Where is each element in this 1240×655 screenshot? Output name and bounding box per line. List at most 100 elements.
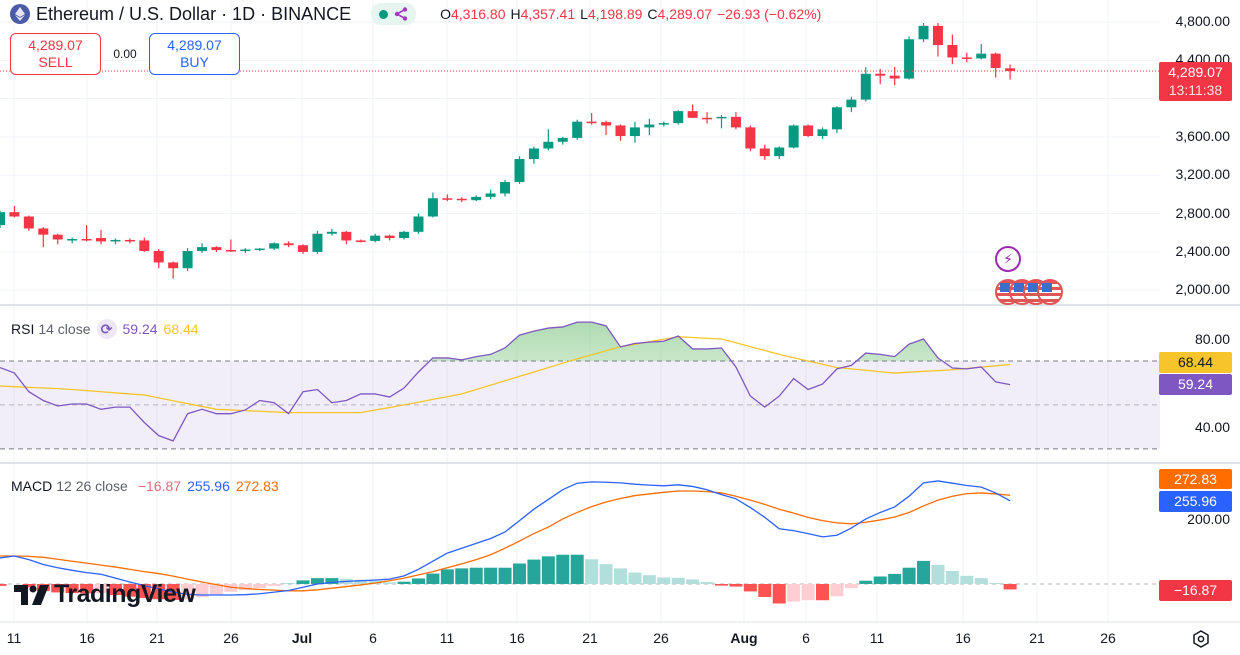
macd-line-value: 255.96 [187, 478, 230, 494]
candle-body [947, 45, 958, 58]
macd-histogram-bar [65, 583, 79, 594]
candle-body [918, 25, 929, 40]
rsi-overbought-fill [0, 322, 1011, 361]
candle-body [283, 243, 294, 246]
time-axis-label: Aug [730, 630, 758, 646]
candle-body [312, 233, 323, 252]
macd-histogram-bar [902, 567, 916, 584]
rsi-legend: RSI 14 close ⟳ 59.24 68.44 [11, 319, 199, 339]
time-axis-label: 11 [869, 630, 885, 646]
rsi-value: 59.24 [122, 321, 158, 337]
macd-histogram-bar [440, 569, 454, 584]
macd-histogram-bar [585, 559, 599, 584]
sell-button[interactable]: 4,289.07 SELL [10, 33, 101, 75]
buy-price: 4,289.07 [167, 37, 222, 53]
price-axis-label: 2,000.00 [1175, 281, 1231, 297]
candle-body [629, 127, 640, 137]
bar-countdown: 13:11:38 [1168, 82, 1223, 98]
candle-body [298, 245, 309, 252]
time-axis-label: 26 [653, 630, 669, 646]
macd-signal-value: 272.83 [235, 478, 279, 494]
candle-body [904, 39, 915, 79]
macd-histogram-bar [570, 554, 584, 584]
candle-body [831, 107, 842, 130]
candle-body [557, 137, 568, 142]
time-axis-label: 16 [509, 630, 525, 646]
ohlc-values: O4,316.80 H4,357.41 L4,198.89 C4,289.07 … [440, 6, 821, 22]
candle-body [644, 124, 655, 128]
macd-histogram-bar [945, 570, 959, 584]
macd-histogram-bar [354, 579, 368, 584]
candle-body [860, 73, 871, 100]
time-axis-label: 11 [439, 630, 455, 646]
candle-body [774, 147, 785, 157]
macd-histogram-bar [859, 580, 873, 584]
macd-histogram-bar [527, 559, 541, 584]
macd-histogram-bar [700, 582, 714, 584]
macd-histogram-bar [642, 575, 656, 584]
candle-body [153, 250, 164, 263]
macd-hist-value: −16.87 [137, 478, 182, 494]
macd-histogram-bar [80, 583, 94, 594]
candle-body [384, 235, 395, 239]
candle-body [889, 75, 900, 79]
sell-price: 4,289.07 [28, 37, 83, 53]
candle-body [67, 238, 78, 241]
candle-body [225, 250, 236, 252]
open-label: O [440, 6, 451, 22]
candle-body [976, 53, 987, 59]
lightning-icon[interactable]: ⚡ [995, 246, 1021, 272]
candle-body [745, 127, 756, 149]
macd-histogram-bar [686, 579, 700, 584]
macd-histogram-bar [22, 583, 36, 588]
time-axis-label: 16 [79, 630, 95, 646]
macd-histogram-bar [556, 554, 570, 584]
refresh-icon[interactable]: ⟳ [96, 319, 117, 339]
current-price: 4,289.07 [1168, 64, 1223, 80]
candle-body [456, 198, 467, 201]
symbol-header: Ethereum / U.S. Dollar · 1D · BINANCE O4… [10, 3, 821, 25]
candle-body [240, 249, 251, 252]
macd-histogram-bar [787, 583, 801, 602]
macd-histogram-bar [974, 578, 988, 584]
high-label: H [510, 6, 521, 22]
macd-histogram-bar [498, 567, 512, 584]
macd-histogram-bar [108, 583, 122, 596]
candle-body [254, 248, 265, 251]
macd-histogram-bar [743, 583, 757, 592]
macd-histogram-bar [238, 583, 252, 591]
open-value: 4,316.80 [450, 6, 506, 22]
settings-icon[interactable] [1191, 629, 1211, 649]
symbol-title[interactable]: Ethereum / U.S. Dollar · 1D · BINANCE [36, 3, 352, 24]
status-badge[interactable] [371, 3, 417, 25]
macd-axis-label: 200.00 [1187, 511, 1230, 527]
candle-body [96, 238, 107, 242]
macd-histogram-bar [469, 567, 483, 584]
candle-body [399, 231, 410, 239]
macd-signal-tag: 272.83 [1159, 469, 1232, 489]
candles [0, 22, 1160, 279]
price-axis-label: 3,600.00 [1175, 128, 1231, 144]
macd-histogram-bar [801, 583, 815, 601]
macd-histogram-bar [512, 563, 526, 584]
candle-body [211, 247, 222, 251]
rsi-pane [0, 321, 1160, 450]
us-flag-icon[interactable] [1037, 279, 1063, 305]
macd-histogram-bar [628, 572, 642, 584]
candle-body [485, 193, 496, 197]
candle-body [730, 116, 741, 128]
time-axis-label: 21 [149, 630, 165, 646]
candle-body [52, 234, 63, 240]
macd-histogram-bar [1003, 583, 1017, 590]
candle-body [341, 231, 352, 241]
candle-body [817, 129, 828, 137]
macd-histogram-bar [383, 582, 397, 584]
candle-body [788, 125, 799, 148]
tradingview-logo[interactable]: TradingView [14, 580, 196, 609]
macd-histogram-bar [844, 583, 858, 589]
candle-body [601, 122, 612, 126]
buy-button[interactable]: 4,289.07 BUY [149, 33, 240, 75]
rsi-ma-tag: 68.44 [1159, 352, 1232, 373]
candle-body [38, 228, 49, 235]
